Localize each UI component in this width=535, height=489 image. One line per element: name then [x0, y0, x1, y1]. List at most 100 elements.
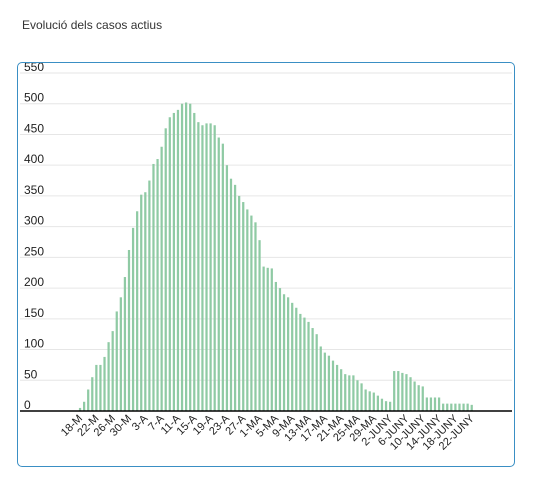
bar-20-MA [335, 364, 339, 411]
y-tick-label: 300 [24, 214, 44, 228]
active-cases-bar-chart: 05010015020025030035040045050055018-M22-… [20, 63, 512, 453]
bar-13-MA [307, 321, 310, 411]
bar-18-A [205, 123, 208, 411]
bar-19-JUNY [458, 403, 461, 411]
bar-31-M [131, 227, 135, 411]
bar-19-M [83, 401, 86, 411]
bar-6-JUNY [405, 374, 408, 411]
bar-3-A [144, 192, 147, 411]
y-tick-label: 100 [24, 337, 44, 351]
bar-4-A [148, 180, 151, 411]
bar-5-MA [274, 281, 277, 411]
bar-22-A [221, 143, 224, 412]
bar-6-A [156, 159, 159, 411]
bar-26-MA [360, 383, 363, 411]
bar-4-JUNY [397, 371, 400, 411]
y-tick-label: 200 [24, 275, 44, 289]
bar-15-A [193, 112, 196, 411]
page-title: Evolució dels casos actius [22, 18, 163, 32]
bar-7-A [160, 146, 163, 411]
bar-2-A [140, 194, 143, 411]
bar-1-JUNY [384, 401, 388, 411]
bar-28-A [246, 209, 249, 411]
bar-22-M [95, 364, 98, 411]
chart-card: 0 50 100 150 200 250 300 350 400 450 500 550 18-M 22-… [17, 62, 515, 467]
bar-17-JUNY [450, 403, 453, 411]
bar-4-MA [270, 268, 273, 411]
bar-30-M [127, 249, 131, 411]
bar-27-A [242, 202, 245, 411]
bar-21-M [91, 377, 94, 411]
bar-18-JUNY [454, 403, 457, 411]
bar-12-MA [303, 317, 306, 411]
bar-23-M [99, 364, 102, 411]
bar-1-MA [258, 240, 261, 411]
bar-27-M [115, 311, 118, 411]
y-tick-label: 550 [24, 63, 44, 74]
bar-14-MA [311, 328, 314, 411]
y-tick-label: 350 [24, 183, 44, 197]
bar-24-M [103, 356, 106, 411]
bar-17-MA [323, 352, 326, 411]
bar-16-MA [319, 346, 322, 411]
y-tick-label: 150 [24, 306, 44, 320]
bar-3-MA [266, 267, 269, 411]
bar-6-MA [278, 288, 282, 411]
bar-28-M [119, 297, 122, 411]
bar-18-MA [327, 355, 331, 411]
bar-30-MA [376, 395, 379, 411]
bar-16-JUNY [446, 403, 449, 411]
y-tick-label: 400 [24, 152, 44, 166]
bar-12-JUNY [429, 397, 433, 411]
bar-13-JUNY [433, 397, 437, 411]
bar-26-M [111, 331, 114, 411]
bar-21-JUNY [466, 403, 469, 411]
bar-24-A [229, 178, 233, 411]
bar-29-MA [372, 392, 375, 411]
bar-22-MA [344, 374, 347, 411]
bar-2-MA [262, 266, 265, 411]
bar-3-JUNY [393, 371, 396, 411]
bar-29-A [250, 215, 253, 411]
bar-9-JUNY [417, 385, 420, 411]
bar-31-MA [380, 398, 384, 411]
bar-7-JUNY [409, 377, 412, 411]
bar-20-JUNY [462, 403, 465, 411]
bar-11-JUNY [425, 397, 428, 411]
y-tick-label: 0 [24, 398, 31, 412]
bar-27-MA [364, 389, 367, 411]
bar-9-MA [291, 302, 294, 411]
bar-19-A [209, 123, 212, 411]
y-tick-label: 450 [24, 121, 44, 135]
bar-21-A [217, 137, 220, 411]
bar-23-MA [348, 375, 351, 411]
bar-14-JUNY [437, 397, 441, 411]
bar-12-A [180, 103, 184, 412]
bar-22-JUNY [470, 404, 473, 411]
bar-29-M [123, 277, 127, 411]
bar-19-MA [331, 360, 335, 411]
bar-28-MA [368, 391, 371, 411]
bar-13-A [185, 102, 188, 411]
bar-20-M [87, 389, 90, 411]
bar-8-A [164, 128, 167, 411]
bar-15-MA [315, 334, 318, 411]
bar-25-M [107, 342, 110, 411]
bar-17-A [201, 125, 204, 412]
bar-24-MA [352, 375, 355, 411]
bar-1-A [136, 211, 139, 411]
bar-15-JUNY [442, 403, 445, 411]
bar-20-A [213, 125, 216, 412]
bar-10-MA [295, 307, 298, 411]
bar-11-A [176, 109, 180, 411]
bar-25-A [233, 184, 237, 411]
bar-21-MA [340, 369, 343, 411]
bar-7-MA [282, 294, 286, 411]
bar-5-A [152, 163, 155, 411]
bar-16-A [197, 122, 200, 411]
y-tick-label: 500 [24, 91, 44, 105]
bar-8-MA [287, 297, 290, 411]
y-tick-label: 50 [24, 367, 38, 381]
bar-9-A [168, 117, 171, 411]
bar-11-MA [299, 313, 302, 411]
